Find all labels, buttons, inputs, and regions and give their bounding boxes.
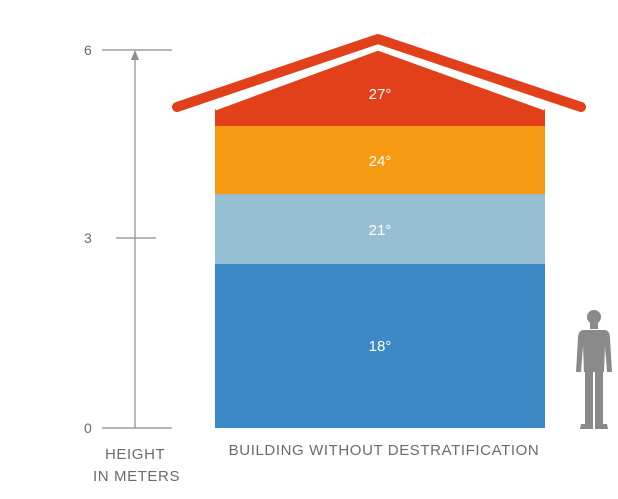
- axis-arrowhead: [131, 50, 139, 60]
- tick-label-3: 3: [84, 230, 92, 246]
- building: 27° 24° 21° 18° BUILDING WITHOUT DESTRAT…: [177, 39, 581, 459]
- tick-label-6: 6: [84, 42, 92, 58]
- band-label-18: 18°: [369, 338, 392, 355]
- axis-label-line2: IN METERS: [93, 468, 180, 485]
- axis-label-line1: HEIGHT: [105, 446, 165, 463]
- band-label-24: 24°: [369, 153, 392, 170]
- person-silhouette-icon: [576, 310, 612, 429]
- band-label-21: 21°: [369, 222, 392, 239]
- height-axis: 6 3 0 HEIGHT IN METERS: [84, 42, 180, 485]
- band-label-27: 27°: [369, 86, 392, 103]
- building-caption: BUILDING WITHOUT DESTRATIFICATION: [229, 442, 540, 459]
- tick-label-0: 0: [84, 420, 92, 436]
